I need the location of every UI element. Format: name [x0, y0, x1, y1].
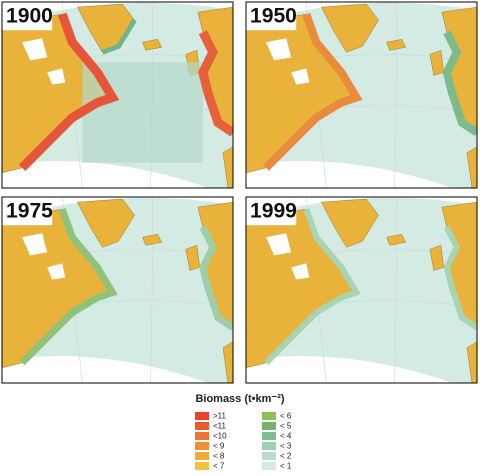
legend-swatch [195, 452, 209, 460]
legend-label: < 1 [280, 462, 292, 471]
legend-swatch [195, 422, 209, 430]
legend-label: < 9 [213, 442, 225, 451]
legend-label: >11 [213, 412, 227, 421]
legend-label: < 6 [280, 412, 292, 421]
legend-label: < 3 [280, 442, 292, 451]
legend-swatch [262, 422, 276, 430]
legend-label: <11 [213, 422, 227, 431]
panel-label: 1999 [250, 200, 297, 223]
legend-swatch [262, 452, 276, 460]
map-panel: 1975 [2, 197, 233, 383]
legend-swatch [195, 432, 209, 440]
legend-swatch [195, 462, 209, 470]
map-panel: 1950 [246, 2, 477, 188]
legend-label: <10 [213, 432, 227, 441]
legend-swatch [195, 412, 209, 420]
map-panel: 1900 [2, 2, 233, 188]
legend-swatch [262, 442, 276, 450]
legend-label: < 2 [280, 452, 292, 461]
panel-label: 1975 [6, 200, 53, 223]
panel-label: 1950 [250, 5, 297, 28]
panel-label: 1900 [6, 5, 53, 28]
legend-swatch [262, 462, 276, 470]
legend-label: < 4 [280, 432, 292, 441]
legend-label: < 8 [213, 452, 225, 461]
map-panel: 1999 [246, 197, 477, 383]
legend-swatch [195, 442, 209, 450]
legend-swatch [262, 412, 276, 420]
legend-label: < 7 [213, 462, 225, 471]
legend-swatch [262, 432, 276, 440]
legend-title: Biomass (t•km⁻²) [195, 393, 284, 405]
legend-label: < 5 [280, 422, 292, 431]
